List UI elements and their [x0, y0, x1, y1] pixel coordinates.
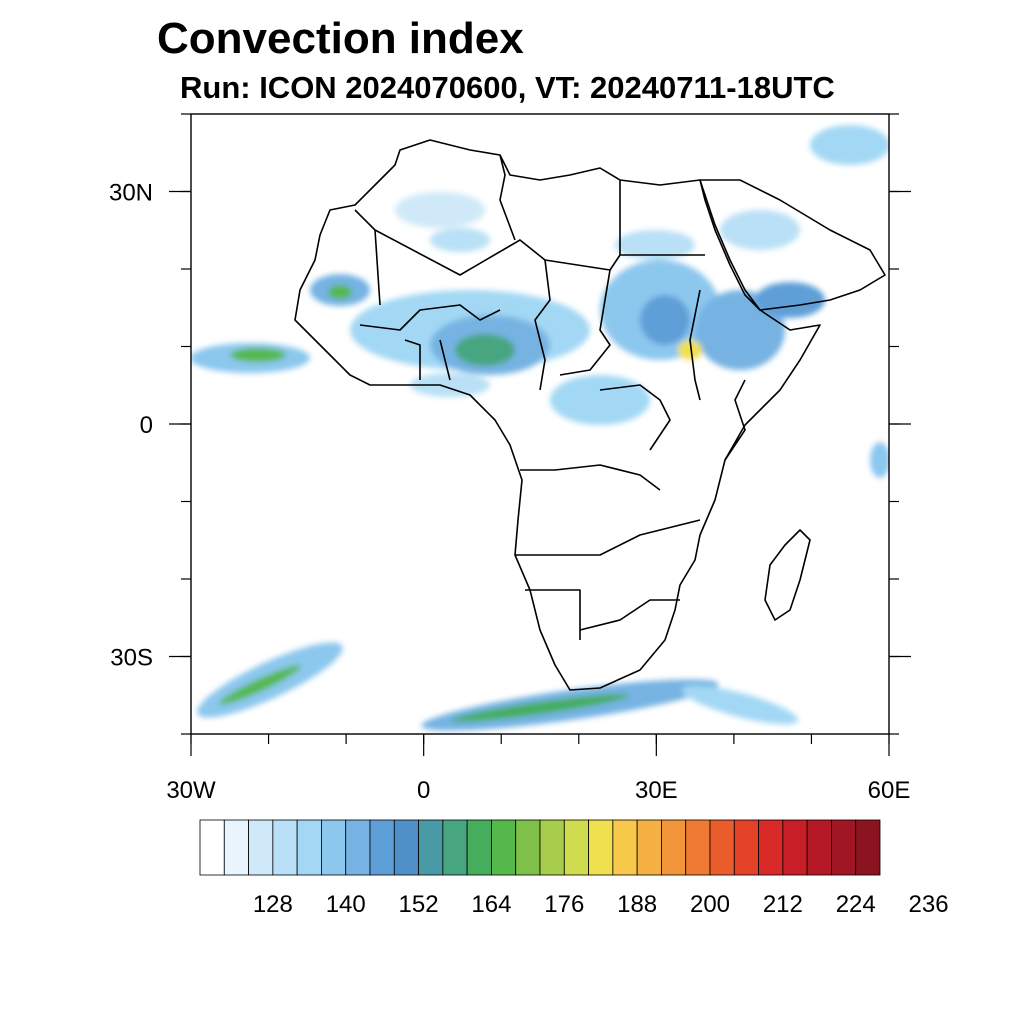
colorbar-swatch — [345, 819, 371, 876]
axis-tick-labels: 30W 0 30E 60E 30N 0 30S — [109, 180, 910, 805]
colorbar-swatch — [418, 819, 444, 876]
colorbar-swatch — [321, 819, 347, 876]
colorbar-swatch — [831, 819, 857, 876]
lon-tick-label: 0 — [417, 777, 430, 804]
colorbar-swatch — [782, 819, 808, 876]
colorbar-swatch — [272, 819, 298, 876]
border-8 — [724, 379, 746, 461]
colorbar-label: 236 — [909, 891, 949, 918]
colorbar-swatch — [199, 819, 225, 876]
colorbar-swatch — [685, 819, 711, 876]
chart-subtitle: Run: ICON 2024070600, VT: 20240711-18UTC — [180, 70, 835, 105]
colorbar-swatch — [636, 819, 662, 876]
colorbar-swatch — [661, 819, 687, 876]
colorbar-label: 140 — [326, 891, 366, 918]
colorbar-label: 152 — [399, 891, 439, 918]
coastlines-borders — [294, 139, 886, 691]
lon-tick-label: 30W — [166, 777, 216, 804]
colorbar-swatch — [733, 819, 759, 876]
colorbar-swatch — [393, 819, 419, 876]
colorbar-swatch — [442, 819, 468, 876]
chart-title: Convection index — [157, 14, 524, 63]
colorbar-swatch — [466, 819, 492, 876]
lat-tick-label: 30N — [109, 180, 153, 207]
colorbar-label: 224 — [836, 891, 876, 918]
border-3 — [499, 154, 516, 241]
border-12 — [525, 589, 581, 640]
colorbar — [199, 819, 881, 876]
lat-tick-label: 30S — [110, 645, 153, 672]
colorbar-label: 188 — [617, 891, 657, 918]
lon-tick-label: 60E — [868, 777, 911, 804]
border-11 — [515, 519, 701, 556]
border-5 — [534, 259, 551, 391]
lat-tick-label: 0 — [140, 412, 153, 439]
axis-ticks — [169, 113, 911, 756]
border-14 — [359, 304, 501, 331]
border-6 — [559, 269, 611, 376]
colorbar-swatch — [369, 819, 395, 876]
border-2 — [374, 180, 621, 276]
colorbar-label: 128 — [253, 891, 293, 918]
plot-border — [190, 113, 890, 735]
border-15 — [404, 339, 421, 380]
colorbar-swatch — [223, 819, 249, 876]
border-9 — [599, 384, 671, 451]
colorbar-labels: 128 140 152 164 176 188 200 212 224 236 — [253, 891, 949, 918]
colorbar-swatch — [612, 819, 638, 876]
map-frame — [190, 113, 890, 735]
colorbar-swatch — [709, 819, 735, 876]
lon-tick-label: 30E — [635, 777, 678, 804]
colorbar-swatch — [515, 819, 541, 876]
madagascar-coastline — [764, 529, 811, 621]
colorbar-swatch — [539, 819, 565, 876]
colorbar-label: 212 — [763, 891, 803, 918]
border-7 — [689, 289, 701, 401]
convection-shading — [191, 125, 889, 731]
colorbar-swatch — [248, 819, 274, 876]
colorbar-swatch — [563, 819, 589, 876]
border-16 — [439, 339, 451, 381]
colorbar-swatch — [855, 819, 881, 876]
colorbar-label: 176 — [544, 891, 584, 918]
colorbar-label: 200 — [690, 891, 730, 918]
colorbar-swatch — [758, 819, 784, 876]
border-10 — [520, 464, 661, 491]
colorbar-swatch — [806, 819, 832, 876]
border-13 — [579, 599, 680, 631]
colorbar-swatch — [296, 819, 322, 876]
colorbar-label: 164 — [471, 891, 511, 918]
arabia-coastline — [699, 179, 886, 311]
colorbar-swatch — [588, 819, 614, 876]
colorbar-swatch — [491, 819, 517, 876]
africa-coastline — [294, 139, 821, 691]
